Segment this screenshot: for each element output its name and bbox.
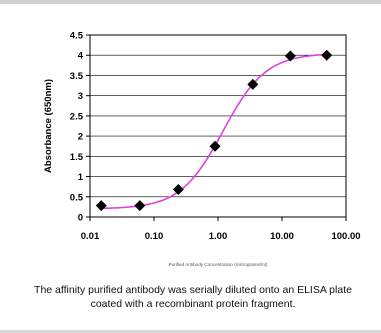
y-tick-label: 1.5 [70,152,84,163]
x-axis-label: Purified Antibody Concentration (microgr… [169,262,268,267]
x-tick-label: 0.10 [145,231,164,242]
y-tick-label: 2.5 [70,111,84,122]
gridlines [90,54,346,198]
elisa-chart: 0 0.5 1 1.5 2 2.5 3 3.5 4 4.5 0.01 0.10 1.00 10.00 10… [43,31,361,268]
top-divider [0,0,381,4]
y-axis-label: Absorbance (650nm) [43,79,54,173]
data-point [247,78,259,90]
data-point [134,200,146,212]
y-tick-label: 3 [78,91,83,102]
y-tick-label: 2 [78,132,83,143]
x-tick-label: 100.00 [331,231,360,242]
y-tick-label: 0 [78,213,83,224]
data-point [321,49,333,61]
data-points [95,49,333,212]
data-point [172,183,184,195]
x-axis-ticks: 0.01 0.10 1.00 10.00 100.00 [81,217,361,242]
y-axis-ticks: 0 0.5 1 1.5 2 2.5 3 3.5 4 4.5 [70,31,90,224]
x-tick-label: 10.00 [270,231,294,242]
data-point [95,200,107,212]
y-tick-label: 4 [78,51,84,62]
bottom-divider [0,330,381,333]
x-tick-label: 1.00 [209,231,228,242]
plot-area [89,34,347,218]
data-point [284,50,296,62]
y-tick-label: 0.5 [70,192,84,203]
y-tick-label: 1 [78,172,84,183]
y-tick-label: 4.5 [70,31,84,42]
x-tick-label: 0.01 [81,231,100,242]
figure-caption: The affinity purified antibody was seria… [34,284,352,310]
y-tick-label: 3.5 [70,71,84,82]
data-point [209,140,221,152]
